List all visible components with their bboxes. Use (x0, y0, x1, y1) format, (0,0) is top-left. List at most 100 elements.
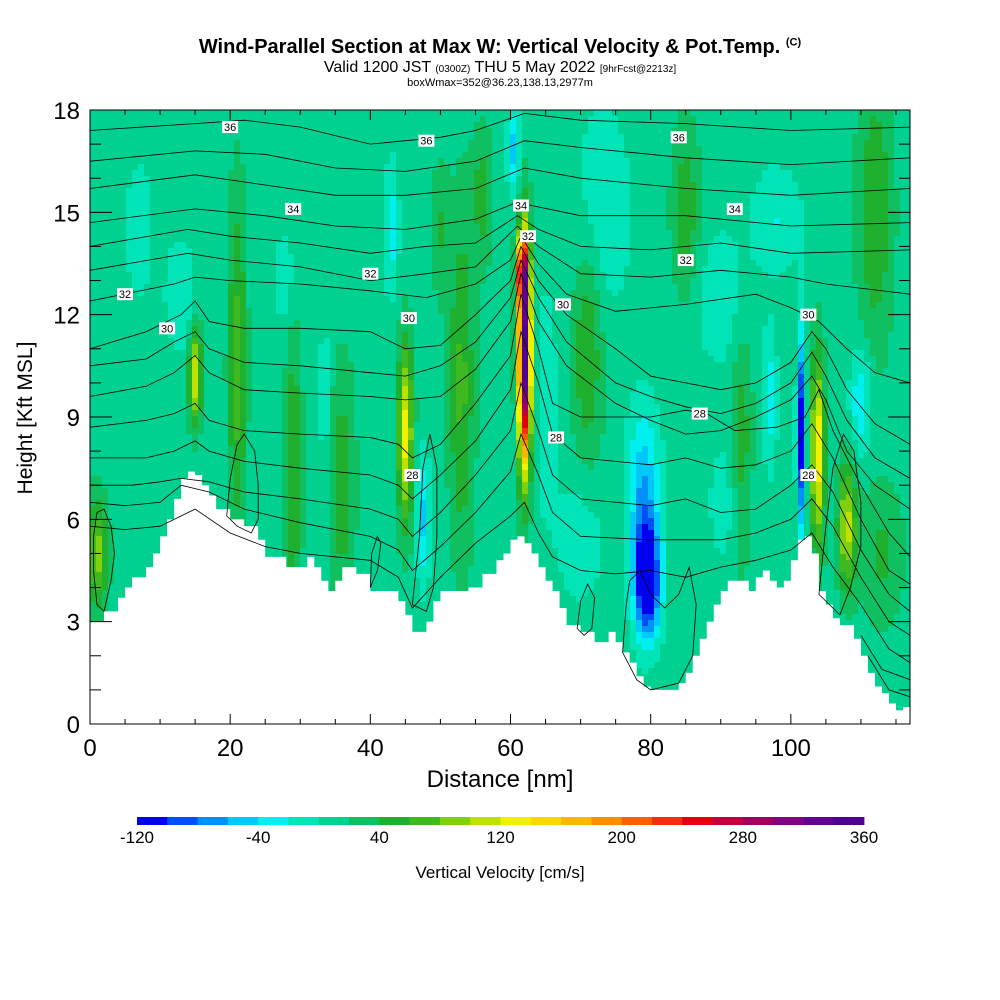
velocity-cell (252, 146, 259, 153)
velocity-cell (210, 110, 217, 117)
velocity-cell (330, 416, 337, 423)
velocity-cell (198, 416, 205, 423)
velocity-cell (90, 296, 97, 303)
velocity-cell (222, 140, 229, 147)
velocity-cell (138, 512, 145, 519)
velocity-cell (192, 410, 199, 417)
velocity-cell (354, 554, 361, 561)
velocity-cell (108, 260, 115, 267)
velocity-cell (342, 188, 349, 195)
velocity-cell (378, 344, 385, 351)
velocity-cell (126, 206, 133, 213)
velocity-cell (246, 140, 253, 147)
velocity-cell (192, 344, 199, 351)
velocity-cell (324, 110, 331, 117)
velocity-cell (360, 524, 367, 531)
velocity-cell (228, 416, 235, 423)
velocity-cell (96, 554, 103, 561)
velocity-cell (144, 530, 151, 537)
velocity-cell (312, 428, 319, 435)
velocity-cell (168, 140, 175, 147)
velocity-cell (222, 152, 229, 159)
velocity-cell (246, 434, 253, 441)
velocity-cell (108, 308, 115, 315)
velocity-cell (270, 110, 277, 117)
velocity-cell (96, 368, 103, 375)
velocity-cell (114, 434, 121, 441)
velocity-cell (366, 122, 373, 129)
velocity-cell (372, 416, 379, 423)
velocity-cell (312, 296, 319, 303)
velocity-cell (204, 146, 211, 153)
velocity-cell (222, 494, 229, 501)
velocity-cell (378, 170, 385, 177)
velocity-cell (228, 428, 235, 435)
velocity-cell (264, 368, 271, 375)
velocity-cell (294, 428, 301, 435)
velocity-cell (288, 554, 295, 561)
velocity-cell (180, 314, 187, 321)
velocity-cell (240, 356, 247, 363)
velocity-cell (312, 398, 319, 405)
velocity-cell (324, 458, 331, 465)
velocity-cell (198, 182, 205, 189)
velocity-cell (198, 146, 205, 153)
velocity-cell (138, 494, 145, 501)
velocity-cell (138, 158, 145, 165)
velocity-cell (288, 302, 295, 309)
velocity-cell (378, 242, 385, 249)
velocity-cell (144, 248, 151, 255)
velocity-cell (348, 230, 355, 237)
velocity-cell (330, 236, 337, 243)
velocity-cell (312, 356, 319, 363)
velocity-cell (144, 518, 151, 525)
velocity-cell (306, 110, 313, 117)
velocity-cell (228, 194, 235, 201)
velocity-cell (210, 452, 217, 459)
velocity-cell (174, 278, 181, 285)
velocity-cell (366, 146, 373, 153)
velocity-cell (300, 536, 307, 543)
velocity-cell (102, 548, 109, 555)
velocity-cell (378, 152, 385, 159)
velocity-cell (276, 452, 283, 459)
velocity-cell (288, 326, 295, 333)
velocity-cell (372, 494, 379, 501)
velocity-cell (354, 404, 361, 411)
velocity-cell (102, 254, 109, 261)
velocity-cell (348, 260, 355, 267)
velocity-cell (336, 200, 343, 207)
velocity-cell (354, 338, 361, 345)
velocity-cell (270, 158, 277, 165)
velocity-cell (378, 206, 385, 213)
velocity-cell (90, 320, 97, 327)
velocity-cell (342, 218, 349, 225)
velocity-cell (264, 260, 271, 267)
velocity-cell (120, 488, 127, 495)
velocity-cell (354, 440, 361, 447)
velocity-cell (330, 374, 337, 381)
velocity-cell (90, 368, 97, 375)
velocity-cell (270, 206, 277, 213)
velocity-cell (300, 158, 307, 165)
velocity-cell (342, 158, 349, 165)
velocity-cell (324, 332, 331, 339)
velocity-cell (246, 284, 253, 291)
velocity-cell (138, 194, 145, 201)
velocity-cell (270, 416, 277, 423)
velocity-cell (222, 404, 229, 411)
velocity-cell (108, 458, 115, 465)
velocity-cell (270, 338, 277, 345)
velocity-cell (336, 560, 343, 567)
velocity-cell (198, 116, 205, 123)
velocity-cell (270, 386, 277, 393)
velocity-cell (222, 464, 229, 471)
velocity-cell (156, 242, 163, 249)
velocity-cell (336, 416, 343, 423)
velocity-cell (120, 326, 127, 333)
velocity-cell (180, 218, 187, 225)
velocity-cell (102, 338, 109, 345)
velocity-cell (222, 236, 229, 243)
velocity-cell (138, 128, 145, 135)
velocity-cell (180, 398, 187, 405)
